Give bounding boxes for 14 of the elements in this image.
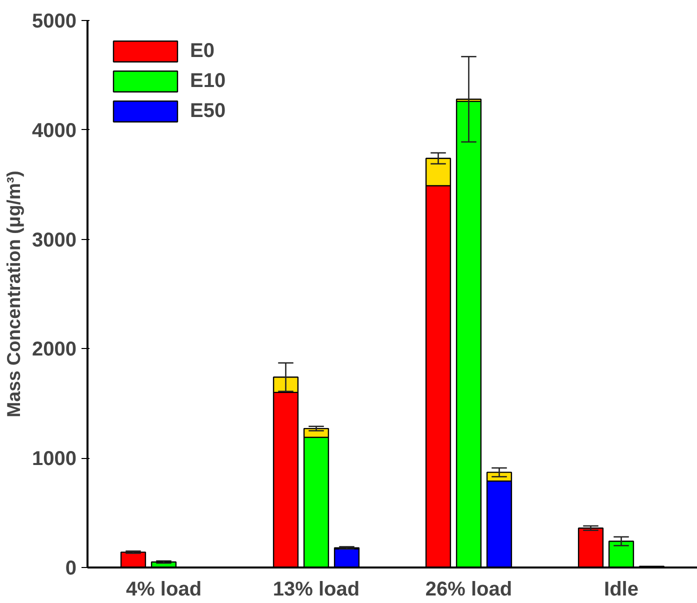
- x-tick-label: Idle: [604, 578, 638, 600]
- y-axis-title: Mass Concentration (μg/m³): [3, 170, 24, 418]
- y-tick-label: 1000: [32, 448, 77, 470]
- x-tick-label: 26% load: [425, 578, 512, 600]
- legend-label: E0: [190, 40, 214, 62]
- x-tick-label: 4% load: [126, 578, 202, 600]
- y-tick-label: 5000: [32, 10, 77, 32]
- y-tick-label: 4000: [32, 120, 77, 142]
- legend-label: E50: [190, 100, 226, 122]
- x-tick-label: 13% load: [272, 578, 360, 600]
- legend-label: E10: [190, 70, 226, 92]
- y-tick-label: 0: [65, 558, 76, 580]
- y-tick-label: 3000: [32, 229, 77, 252]
- y-tick-label: 2000: [32, 338, 77, 361]
